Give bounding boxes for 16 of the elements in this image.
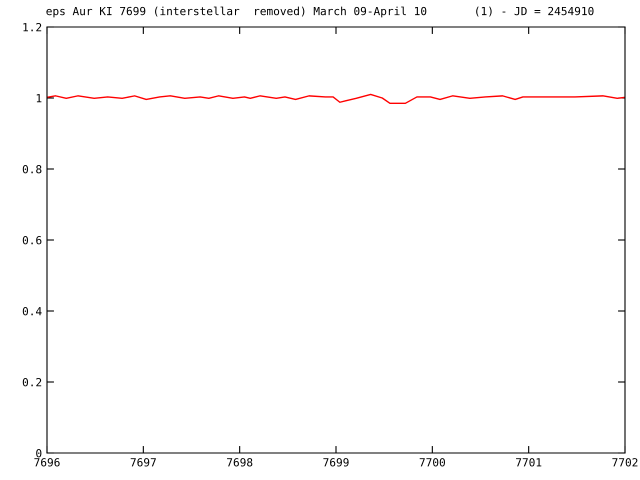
y-tick-label: 0.8 [22, 165, 42, 174]
y-tick-label: 0 [36, 449, 42, 458]
y-tick-label: 0.6 [22, 236, 42, 244]
y-tick-label: 0.2 [22, 378, 42, 386]
x-tick-label: 7698 [227, 458, 252, 467]
x-tick-label: 7699 [323, 458, 349, 467]
x-tick-label: 7697 [130, 458, 156, 467]
x-tick-label: 7700 [420, 458, 445, 467]
x-tick-label: 7696 [34, 458, 60, 467]
chart-title: eps Aur KI 7699 (interstellar removed) March 09-April 10 (1) - JD = 2454910 [46, 6, 594, 18]
y-tick-label: 0.4 [22, 307, 42, 316]
y-tick-label: 1 [36, 94, 42, 102]
y-tick-label: 1.2 [23, 23, 42, 32]
x-tick-label: 7701 [516, 458, 542, 467]
x-tick-label: 7702 [612, 458, 638, 467]
line-series [47, 94, 625, 104]
